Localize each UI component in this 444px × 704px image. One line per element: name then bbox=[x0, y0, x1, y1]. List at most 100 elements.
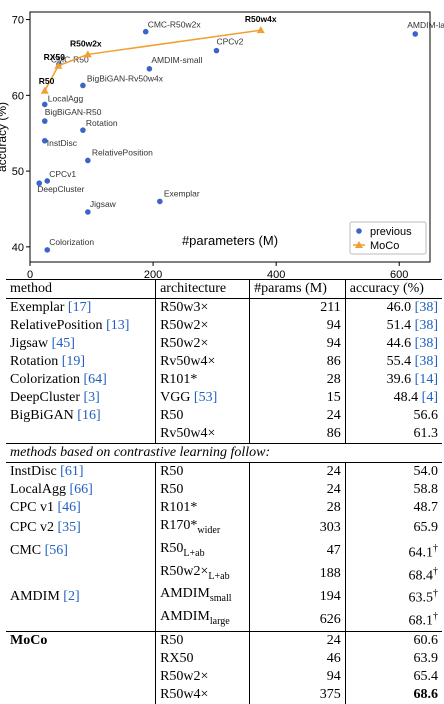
x-tick-label: 600 bbox=[390, 269, 408, 280]
accuracy-citation: [38] bbox=[414, 318, 438, 333]
x-tick-label: 400 bbox=[267, 269, 285, 280]
previous-point-label: Colorization bbox=[49, 237, 94, 247]
architecture-cell: R50 bbox=[155, 462, 250, 481]
table-row: R50w4× 375 68.6 bbox=[6, 685, 442, 704]
params-value: 46 bbox=[326, 650, 341, 666]
results-table: method architecture #params (M) accuracy… bbox=[6, 279, 442, 704]
params-cell: 211 bbox=[249, 298, 346, 317]
scatter-chart: 0 200 400 600 40 50 60 70 accuracy (%) #parameter… bbox=[0, 0, 444, 281]
previous-point-label: AMDIM-small bbox=[151, 55, 202, 65]
section-note: methods based on contrastive learning fo… bbox=[6, 443, 442, 463]
x-tick-label: 0 bbox=[27, 269, 33, 280]
params-cell: 24 bbox=[249, 481, 346, 499]
accuracy-cell: 65.9 bbox=[344, 517, 442, 540]
accuracy-citation: [38] bbox=[414, 300, 438, 315]
architecture-cell: Rv50w4× bbox=[155, 353, 250, 371]
method-name: MoCo bbox=[10, 632, 48, 648]
architecture-name: AMDIM bbox=[160, 609, 210, 625]
legend-previous-marker bbox=[356, 228, 362, 234]
method-name: CMC bbox=[10, 543, 42, 559]
header-params: #params (M) bbox=[249, 279, 346, 299]
previous-point bbox=[41, 118, 48, 124]
accuracy-value: 48.4 bbox=[393, 390, 419, 405]
params-cell: 24 bbox=[249, 630, 346, 650]
previous-point-label: Jigsaw bbox=[90, 199, 117, 209]
architecture-subscript: wider bbox=[197, 524, 221, 536]
accuracy-citation: [38] bbox=[414, 336, 438, 351]
params-cell: 94 bbox=[249, 317, 346, 335]
params-value: 24 bbox=[326, 632, 341, 648]
architecture-name: R50w2× bbox=[160, 563, 209, 579]
header-architecture: architecture bbox=[155, 279, 250, 299]
architecture-name: Rv50w4× bbox=[160, 354, 216, 369]
method-citation: [16] bbox=[77, 408, 101, 423]
method-citation: [2] bbox=[63, 588, 80, 604]
method-name: CPC v1 bbox=[10, 500, 54, 515]
method-cell: LocalAgg [66] bbox=[6, 481, 156, 499]
method-cell: RelativePosition [13] bbox=[6, 317, 156, 335]
method-cell bbox=[6, 668, 156, 686]
architecture-cell: R101* bbox=[155, 371, 250, 389]
previous-point bbox=[41, 137, 48, 144]
method-citation: [66] bbox=[69, 482, 93, 497]
accuracy-cell: 46.0 [38] bbox=[344, 298, 442, 317]
architecture-citation: [53] bbox=[193, 390, 218, 405]
params-value: 15 bbox=[326, 390, 341, 405]
accuracy-value: 58.8 bbox=[413, 482, 439, 497]
method-name: Jigsaw bbox=[10, 336, 49, 351]
architecture-subscript: L+ab bbox=[183, 547, 205, 559]
table-header-row: method architecture #params (M) accuracy… bbox=[6, 279, 442, 299]
accuracy-cell: 65.4 bbox=[344, 667, 442, 686]
y-axis-label: accuracy (%) bbox=[0, 102, 9, 172]
table-row: InstDisc [61] R50 24 54.0 bbox=[6, 462, 442, 481]
accuracy-dagger: † bbox=[433, 611, 438, 623]
accuracy-citation: [14] bbox=[414, 372, 438, 387]
moco-point bbox=[256, 26, 265, 34]
accuracy-dagger: † bbox=[433, 588, 438, 600]
accuracy-value: 64.1 bbox=[408, 545, 434, 561]
accuracy-value: 68.1 bbox=[408, 613, 434, 629]
architecture-name: R170* bbox=[160, 518, 198, 533]
table-row: CMC [56] R50L+ab 47 64.1† bbox=[6, 539, 442, 563]
previous-point-label: AMDIM-large bbox=[407, 20, 444, 30]
accuracy-value: 65.9 bbox=[413, 520, 439, 536]
architecture-cell: AMDIMlarge bbox=[155, 608, 250, 632]
accuracy-dagger: † bbox=[433, 565, 438, 577]
architecture-cell: R50w2× bbox=[155, 317, 250, 335]
params-value: 211 bbox=[320, 300, 341, 315]
legend-box bbox=[349, 221, 427, 255]
accuracy-cell: 44.6 [38] bbox=[344, 335, 442, 353]
method-name: Exemplar bbox=[10, 300, 65, 315]
moco-point-label: R50w4x bbox=[245, 14, 277, 24]
architecture-name: VGG bbox=[160, 390, 191, 405]
params-cell: 626 bbox=[249, 608, 346, 632]
accuracy-value: 56.6 bbox=[413, 408, 439, 423]
params-cell: 303 bbox=[249, 517, 346, 540]
params-value: 188 bbox=[319, 565, 341, 581]
architecture-name: R50 bbox=[160, 482, 184, 497]
architecture-name: AMDIM bbox=[160, 586, 210, 602]
accuracy-value: 60.6 bbox=[413, 632, 439, 648]
architecture-cell: R50 bbox=[155, 481, 250, 499]
params-cell: 188 bbox=[249, 562, 346, 586]
params-value: 28 bbox=[326, 500, 341, 515]
architecture-name: RX50 bbox=[160, 650, 194, 666]
table-row: DeepCluster [3] VGG [53] 15 48.4 [4] bbox=[6, 389, 442, 407]
accuracy-cell: 58.8 bbox=[344, 481, 442, 499]
architecture-name: R101* bbox=[160, 500, 198, 515]
params-value: 24 bbox=[326, 482, 341, 497]
chart-svg: 0 200 400 600 40 50 60 70 accuracy (%) #parameter… bbox=[0, 11, 444, 281]
architecture-cell: R50w4× bbox=[155, 685, 250, 704]
params-value: 194 bbox=[319, 588, 341, 604]
accuracy-value: 68.6 bbox=[413, 686, 439, 702]
architecture-name: R50w3× bbox=[160, 300, 209, 315]
table-row: RelativePosition [13] R50w2× 94 51.4 [38] bbox=[6, 317, 442, 335]
table-row: RX50 46 63.9 bbox=[6, 649, 442, 668]
accuracy-cell: 68.1† bbox=[344, 608, 442, 632]
table-row: Rv50w4× 86 61.3 bbox=[6, 425, 442, 444]
method-cell: Colorization [64] bbox=[6, 371, 156, 389]
method-citation: [3] bbox=[83, 390, 100, 405]
table-body: Exemplar [17] R50w3× 211 46.0 [38] RelativeP… bbox=[6, 298, 442, 704]
previous-point-label: CPCv2 bbox=[216, 37, 243, 47]
method-name: InstDisc bbox=[10, 464, 57, 479]
